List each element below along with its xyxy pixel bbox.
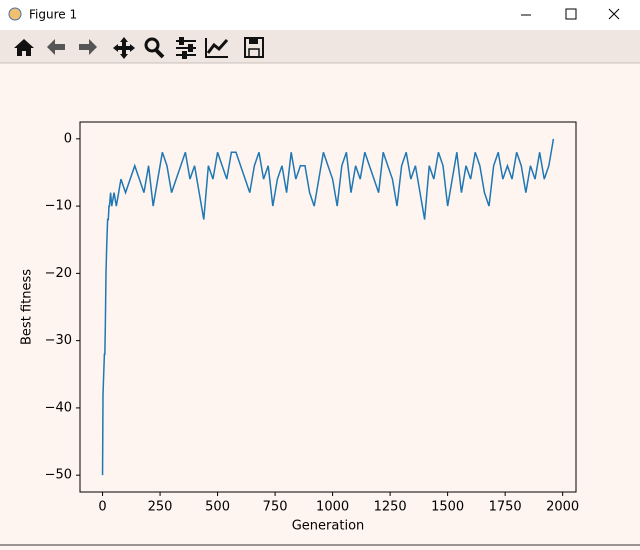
y-tick-label: 0	[64, 131, 72, 146]
data-line	[101, 138, 555, 476]
x-tick-label: 1500	[431, 500, 464, 515]
x-tick-label: 750	[263, 500, 288, 515]
x-tick-label: 0	[98, 500, 106, 515]
title-bar	[0, 0, 640, 30]
save-button[interactable]	[244, 37, 264, 58]
configure-button[interactable]	[176, 37, 196, 59]
close-button[interactable]	[608, 8, 620, 20]
x-axis-label: Generation	[292, 519, 365, 534]
home-button[interactable]	[14, 39, 34, 56]
y-tick-label: −30	[45, 333, 72, 348]
edit-axes-button[interactable]	[205, 38, 229, 58]
y-tick-label: −10	[45, 199, 72, 214]
x-tick-label: 250	[148, 500, 173, 515]
pan-button[interactable]	[113, 37, 135, 59]
y-axis-label: Best fitness	[20, 269, 35, 345]
window-title: Figure 1	[29, 8, 77, 22]
back-button[interactable]	[47, 39, 65, 55]
x-tick-label: 1750	[489, 500, 522, 515]
toolbar	[0, 30, 640, 63]
x-tick-label: 1000	[316, 500, 349, 515]
y-tick-label: −40	[45, 400, 72, 415]
maximize-button[interactable]	[565, 8, 577, 20]
x-tick-label: 500	[205, 500, 230, 515]
y-tick-label: −50	[45, 468, 72, 483]
app-icon	[8, 7, 22, 21]
axes-frame	[79, 121, 577, 493]
y-tick-label: −20	[45, 266, 72, 281]
x-tick-label: 2000	[546, 500, 579, 515]
forward-button[interactable]	[79, 39, 97, 55]
zoom-button[interactable]	[144, 37, 165, 59]
x-tick-label: 1250	[374, 500, 407, 515]
